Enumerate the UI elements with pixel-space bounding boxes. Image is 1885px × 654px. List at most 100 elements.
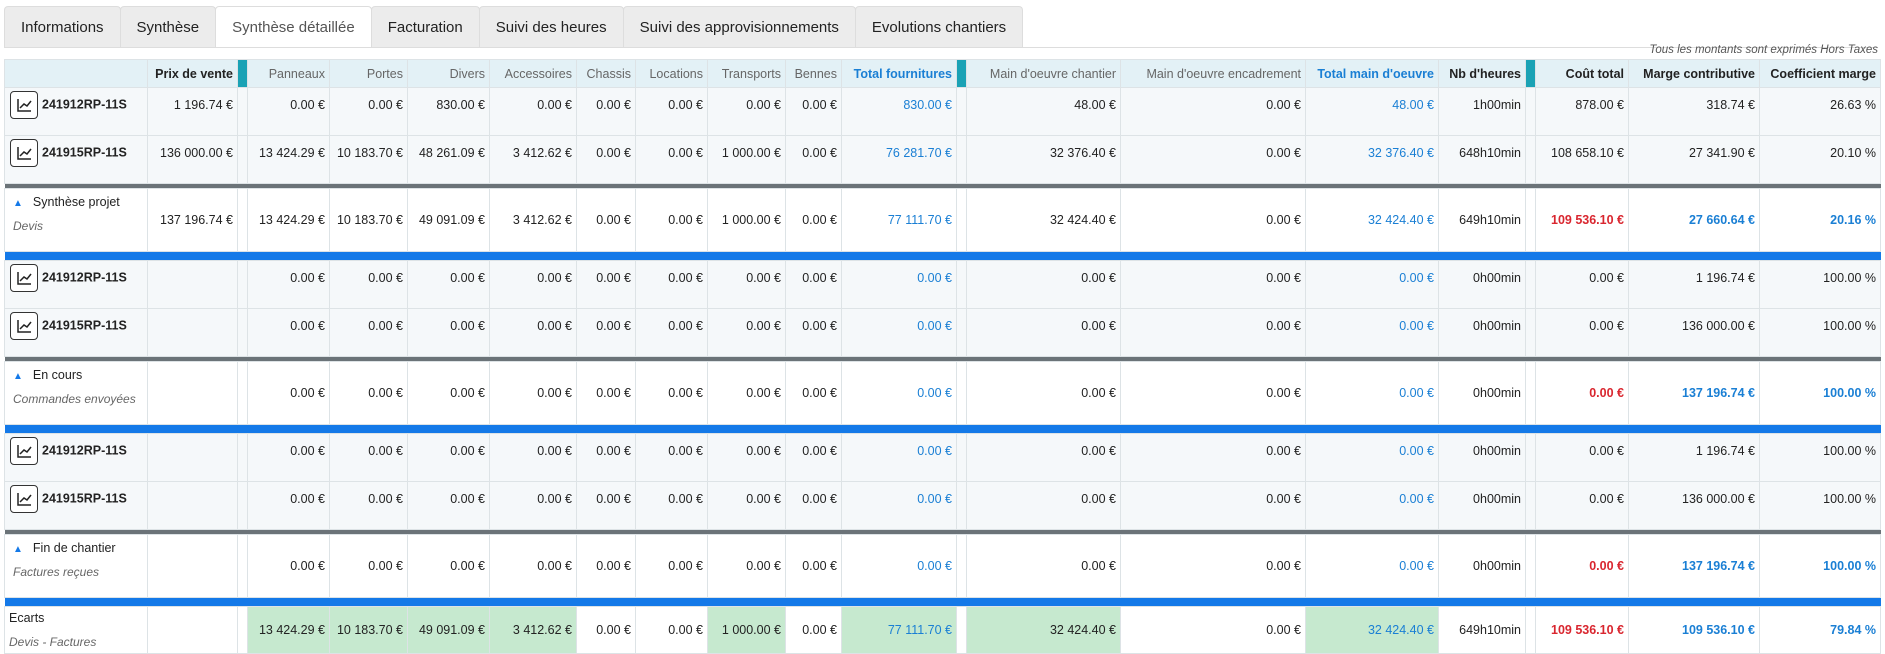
chart-icon [17, 445, 32, 458]
value-cell: 830.00 € [407, 87, 490, 136]
summary-row: ▲ En cours Commandes envoyées 0.00 €0.00 €0… [4, 361, 1881, 425]
row-subtitle: Devis - Factures [9, 635, 97, 649]
value-cell [147, 534, 238, 598]
value-cell: 0.00 € [1305, 534, 1439, 598]
value-cell: 0.00 € [841, 361, 957, 425]
chart-button[interactable] [10, 312, 38, 340]
value-cell: 0.00 € [966, 361, 1121, 425]
tab[interactable]: Synthèse détaillée [215, 6, 372, 48]
value-cell: 137 196.74 € [1628, 361, 1760, 425]
chart-button[interactable] [10, 139, 38, 167]
value-cell: 0.00 € [247, 260, 330, 309]
separator [1525, 606, 1536, 654]
chart-button[interactable] [10, 485, 38, 513]
value-cell: 0.00 € [841, 534, 957, 598]
value-cell: 10 183.70 € [329, 135, 408, 184]
collapse-arrow[interactable]: ▲ [13, 198, 23, 209]
gray-band [4, 356, 1881, 362]
value-cell: 0h00min [1438, 308, 1526, 357]
tab-bar: Informations Synthèse Synthèse détaillée Fa… [4, 6, 1024, 48]
value-cell: 0.00 € [1305, 361, 1439, 425]
separator [1525, 534, 1536, 598]
value-cell: 0.00 € [785, 135, 842, 184]
value-cell: 0.00 € [1120, 260, 1306, 309]
value-cell: 1 000.00 € [707, 188, 786, 252]
value-cell: 0.00 € [785, 188, 842, 252]
tab[interactable]: Informations [4, 6, 121, 48]
value-cell: 0.00 € [1305, 260, 1439, 309]
value-cell: 0.00 € [1120, 308, 1306, 357]
row-label: ▲ Fin de chantier Factures reçues [4, 534, 148, 598]
value-cell: 648h10min [1438, 135, 1526, 184]
value-cell: 0.00 € [707, 534, 786, 598]
value-cell: 0.00 € [707, 308, 786, 357]
gray-band [4, 529, 1881, 535]
row-title: Fin de chantier [32, 541, 116, 555]
value-cell: 100.00 % [1759, 481, 1881, 530]
tab[interactable]: Suivi des approvisionnements [622, 6, 856, 48]
band-cell [4, 597, 1881, 607]
column-header: Transports [707, 59, 786, 88]
tab-line [4, 47, 1877, 48]
value-cell: 0.00 € [785, 361, 842, 425]
value-cell: 136 000.00 € [147, 135, 238, 184]
row-subtitle: Factures reçues [13, 565, 100, 579]
value-cell: 48.00 € [966, 87, 1121, 136]
chart-button[interactable] [10, 437, 38, 465]
value-cell: 137 196.74 € [1628, 534, 1760, 598]
value-cell: 0.00 € [785, 433, 842, 482]
separator [956, 87, 967, 136]
tab[interactable]: Facturation [370, 6, 480, 48]
value-cell: 10 183.70 € [329, 188, 408, 252]
value-cell: 0.00 € [576, 606, 636, 654]
value-cell: 0.00 € [576, 87, 636, 136]
separator [956, 433, 967, 482]
value-cell: 0.00 € [329, 308, 408, 357]
column-header: Portes [329, 59, 408, 88]
value-cell: 0.00 € [576, 361, 636, 425]
separator [237, 260, 248, 309]
value-cell: 32 424.40 € [1305, 606, 1439, 654]
chart-button[interactable] [10, 91, 38, 119]
column-header: Prix de vente [147, 59, 238, 88]
value-cell: 0.00 € [966, 481, 1121, 530]
value-cell: 0.00 € [785, 260, 842, 309]
value-cell: 0.00 € [489, 361, 577, 425]
value-cell: 27 660.64 € [1628, 188, 1760, 252]
value-cell: 77 111.70 € [841, 188, 957, 252]
column-header: Accessoires [489, 59, 577, 88]
value-cell: 0.00 € [635, 308, 708, 357]
value-cell: 0.00 € [1305, 433, 1439, 482]
separator [237, 87, 248, 136]
value-cell: 0.00 € [635, 135, 708, 184]
value-cell: 32 376.40 € [966, 135, 1121, 184]
value-cell: 100.00 % [1759, 260, 1881, 309]
value-cell: 0.00 € [489, 433, 577, 482]
value-cell: 1 196.74 € [147, 87, 238, 136]
value-cell: 136 000.00 € [1628, 308, 1760, 357]
collapse-arrow[interactable]: ▲ [13, 371, 23, 382]
summary-row: ▲ Fin de chantier Factures reçues 0.00 €0.0… [4, 534, 1881, 598]
value-cell: 318.74 € [1628, 87, 1760, 136]
separator [956, 606, 967, 654]
value-cell: 0h00min [1438, 481, 1526, 530]
value-cell: 32 376.40 € [1305, 135, 1439, 184]
value-cell: 0.00 € [247, 361, 330, 425]
chart-button[interactable] [10, 264, 38, 292]
value-cell: 649h10min [1438, 188, 1526, 252]
tab[interactable]: Evolutions chantiers [854, 6, 1024, 48]
value-cell: 0.00 € [785, 534, 842, 598]
value-cell: 20.16 % [1759, 188, 1881, 252]
tab[interactable]: Synthèse [119, 6, 217, 48]
collapse-arrow[interactable]: ▲ [13, 544, 23, 555]
separator [1525, 308, 1536, 357]
column-header: Main d'oeuvre chantier [966, 59, 1121, 88]
row-subtitle: Devis [13, 219, 44, 233]
tab[interactable]: Suivi des heures [478, 6, 624, 48]
data-row: 241912RP-11S 0.00 €0.00 €0.00 €0.00 €0.00… [4, 260, 1881, 309]
value-cell: 0.00 € [707, 433, 786, 482]
value-cell: 0.00 € [1535, 260, 1629, 309]
row-label: 241912RP-11S [4, 260, 148, 309]
separator [1525, 188, 1536, 252]
value-cell: 0.00 € [1120, 433, 1306, 482]
